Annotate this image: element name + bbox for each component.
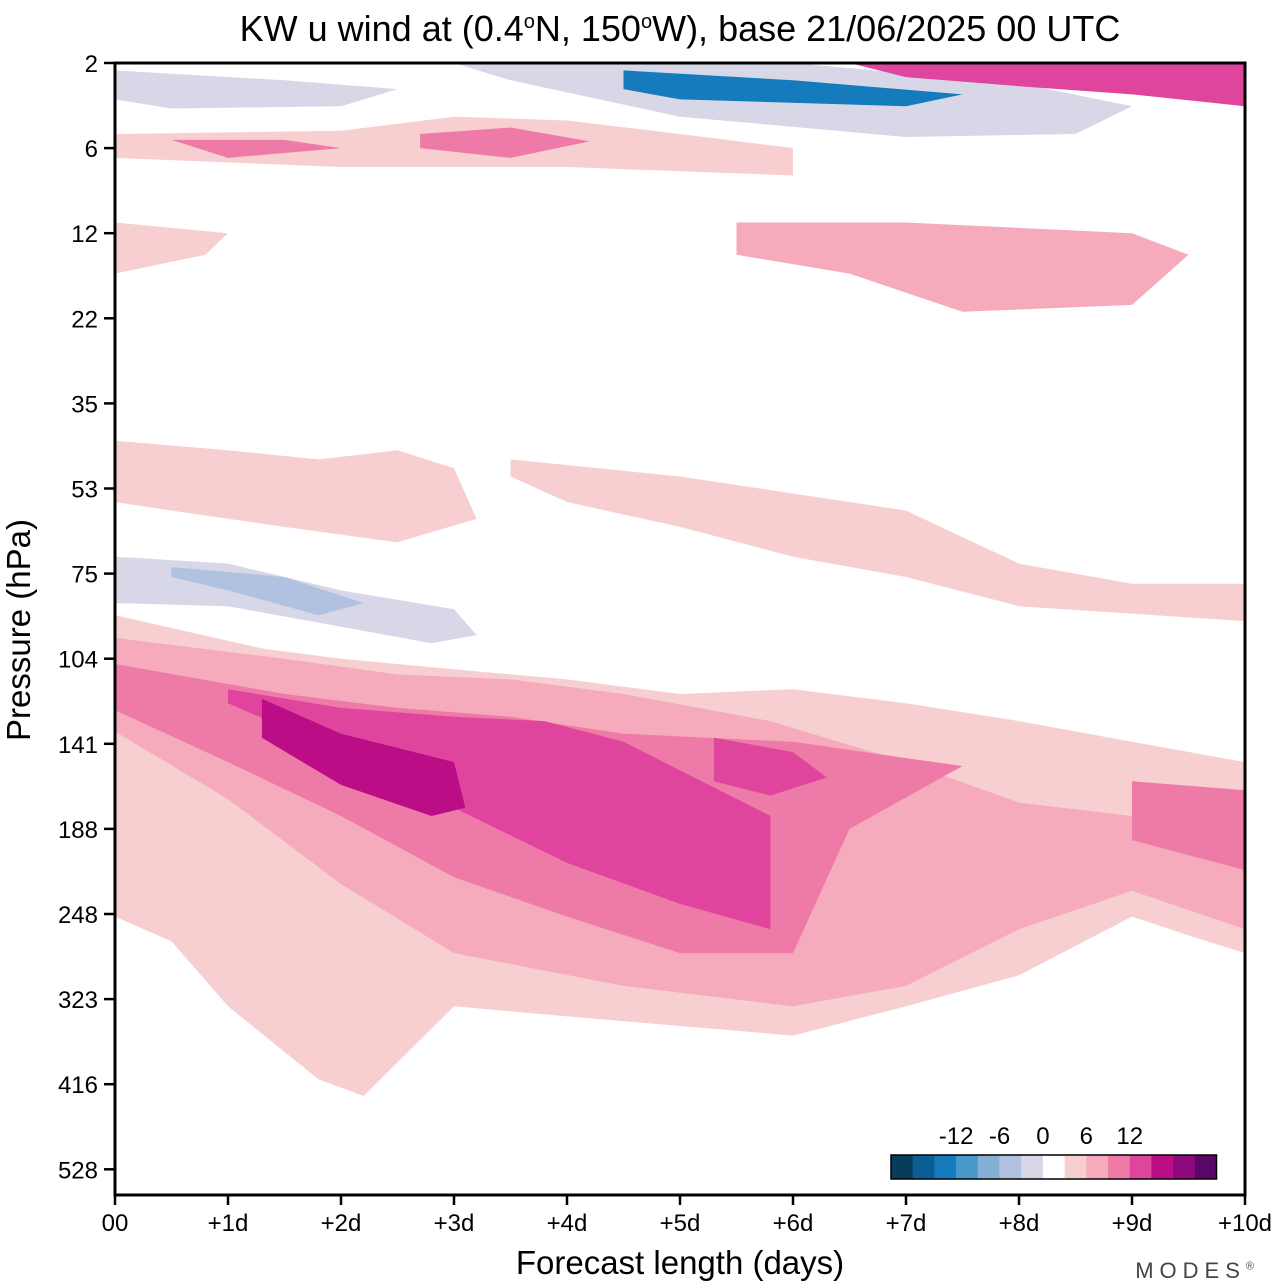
x-tick-label-4: +4d <box>547 1210 588 1237</box>
colorbar-label-0: -12 <box>939 1123 974 1150</box>
contour-region-22 <box>623 70 963 107</box>
contour-region-9 <box>115 440 477 543</box>
contour-region-20 <box>115 70 398 109</box>
y-tick-label-13: 528 <box>58 1157 98 1184</box>
x-tick-label-9: +9d <box>1112 1210 1153 1237</box>
title-text-3: W), base 21/06/2025 00 UTC <box>652 8 1121 49</box>
contour-region-16 <box>394 1053 918 1195</box>
y-tick-label-8: 141 <box>58 732 98 759</box>
y-tick-label-2: 12 <box>71 221 98 248</box>
chart-title: KW u wind at (0.4oN, 150oW), base 21/06/… <box>0 0 1280 51</box>
y-axis: 2 6 12 22 35 53 75 104 141 188 248 323 416 528 <box>58 51 115 1184</box>
contour-region-13 <box>228 297 511 356</box>
y-tick-label-1: 6 <box>85 136 98 163</box>
colorbar-swatch-9 <box>1086 1155 1109 1179</box>
y-tick-label-9: 188 <box>58 817 98 844</box>
colorbar-swatch-8 <box>1064 1155 1087 1179</box>
x-tick-label-3: +3d <box>434 1210 475 1237</box>
colorbar-swatch-12 <box>1151 1155 1174 1179</box>
title-degree-2: o <box>640 11 653 33</box>
colorbar-swatch-4 <box>977 1155 1000 1179</box>
x-tick-label-0: 00 <box>102 1210 129 1237</box>
y-tick-label-3: 22 <box>71 306 98 333</box>
brand-mark: ® <box>1245 1260 1254 1273</box>
y-tick-label-0: 2 <box>85 51 98 78</box>
contour-region-5 <box>713 737 827 796</box>
title-degree-1: o <box>523 11 535 33</box>
contour-regions <box>115 63 1245 1195</box>
contour-region-18 <box>171 139 341 158</box>
y-tick-label-11: 323 <box>58 987 98 1014</box>
colorbar-frame <box>890 1154 1218 1180</box>
brand-logo: MODES® <box>1135 1258 1254 1284</box>
colorbar-label-1: -6 <box>989 1123 1010 1150</box>
colorbar-label-2: 0 <box>1036 1123 1049 1150</box>
x-tick-label-5: +5d <box>660 1210 701 1237</box>
colorbar-swatch-0 <box>891 1155 914 1179</box>
x-tick-label-2: +2d <box>321 1210 362 1237</box>
brand-text: MODES <box>1135 1258 1246 1283</box>
contour-region-11 <box>544 590 861 649</box>
x-tick-label-7: +7d <box>886 1210 927 1237</box>
y-tick-label-5: 53 <box>71 477 98 504</box>
colorbar-swatch-1 <box>912 1155 935 1179</box>
colorbar-swatch-14 <box>1194 1155 1217 1179</box>
colorbar-swatch-6 <box>1021 1155 1044 1179</box>
colorbar-swatch-2 <box>934 1155 957 1179</box>
y-axis-title: Pressure (hPa) <box>0 519 37 741</box>
x-tick-label-8: +8d <box>999 1210 1040 1237</box>
contour-region-25 <box>115 222 228 274</box>
colorbar-label-4: 12 <box>1116 1123 1143 1150</box>
colorbar-swatch-7 <box>1042 1155 1065 1179</box>
title-text-1: KW u wind at (0.4 <box>239 8 524 49</box>
x-tick-label-10: +10d <box>1218 1210 1272 1237</box>
title-text-2: N, 150 <box>534 8 641 49</box>
contour-region-15 <box>115 175 567 223</box>
colorbar: -12 -6 0 6 12 <box>890 1123 1218 1180</box>
y-tick-label-10: 248 <box>58 902 98 929</box>
x-axis: 00 +1d +2d +3d +4d +5d +6d +7d +8d +9d +10d <box>102 1195 1272 1237</box>
contour-region-14 <box>906 430 1245 494</box>
x-tick-label-6: +6d <box>773 1210 814 1237</box>
colorbar-swatch-13 <box>1173 1155 1196 1179</box>
colorbar-swatch-11 <box>1129 1155 1152 1179</box>
contour-region-10 <box>510 459 1245 622</box>
contour-region-19 <box>420 127 590 158</box>
contour-region-3 <box>1132 781 1245 871</box>
contour-region-23 <box>849 63 1245 107</box>
colorbar-label-3: 6 <box>1080 1123 1093 1150</box>
y-tick-label-6: 75 <box>71 562 98 589</box>
colorbar-swatch-5 <box>999 1155 1022 1179</box>
x-axis-title: Forecast length (days) <box>516 1244 844 1281</box>
y-tick-label-4: 35 <box>71 391 98 418</box>
colorbar-swatch-3 <box>956 1155 979 1179</box>
contour-region-12 <box>928 626 1189 670</box>
colorbar-swatch-10 <box>1108 1155 1131 1179</box>
contour-region-6 <box>261 698 466 816</box>
x-tick-label-1: +1d <box>208 1210 249 1237</box>
y-tick-label-12: 416 <box>58 1072 98 1099</box>
contour-region-8 <box>171 567 364 616</box>
contour-region-24 <box>736 222 1189 312</box>
y-tick-label-7: 104 <box>58 647 98 674</box>
